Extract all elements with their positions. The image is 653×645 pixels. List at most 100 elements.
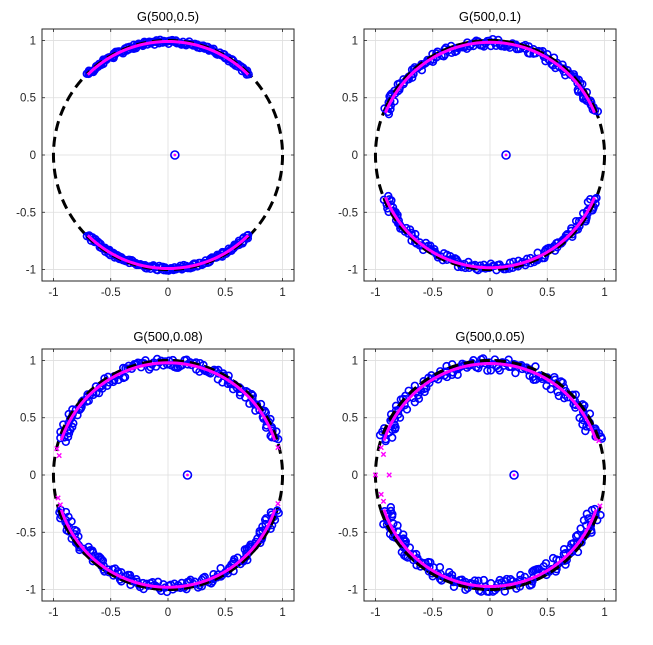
eigenvalue-point — [98, 556, 108, 565]
eigenvalue-point — [506, 575, 515, 584]
panel-g-500-0.05: -1 -0.5 0 0.5 1 -1 -0.5 0 0.5 1 G(500,0.05) — [338, 329, 617, 619]
x-tick-label: 1 — [601, 607, 607, 619]
eigenvalue-point — [500, 587, 510, 596]
eigenvalue-point — [486, 366, 496, 375]
x-tick-label: 0.5 — [217, 607, 233, 619]
outlier-cross — [275, 444, 281, 451]
panel-title: G(500,0.08) — [133, 329, 202, 344]
eigenvalue-point — [395, 413, 405, 422]
y-tick-label: -0.5 — [338, 527, 358, 539]
x-tick-label: 0.5 — [539, 287, 555, 299]
isolated-eigenvalue-center — [504, 153, 508, 157]
eigenvalue-point — [553, 387, 562, 397]
x-tick-label: 0 — [165, 287, 171, 299]
outlier-cross — [54, 445, 60, 452]
eigenvalue-point — [379, 520, 388, 529]
x-tick-label: 0 — [165, 607, 171, 619]
theoretical-curve — [382, 362, 598, 442]
y-tick-label: 0 — [30, 150, 36, 162]
theoretical-curve — [59, 361, 277, 441]
outlier-cross — [55, 495, 61, 501]
theoretical-curve — [86, 39, 250, 76]
theoretical-curve — [384, 40, 596, 114]
eigenvalue-point — [375, 430, 385, 440]
eigenvalue-point — [410, 397, 420, 407]
eigenvalue-point — [384, 109, 394, 119]
panel-g-500-0.1: -1 -0.5 0 0.5 1 -1 -0.5 0 0.5 1 G(500,0.1) — [338, 9, 617, 299]
unit-circle-overlay — [382, 38, 598, 113]
eigenvalue-point — [541, 559, 551, 568]
eigenvalue-point — [596, 510, 605, 520]
y-tick-label: 0.5 — [342, 93, 358, 105]
eigenvalue-point — [64, 429, 74, 438]
plot-area — [372, 354, 607, 597]
isolated-eigenvalue — [170, 150, 180, 160]
isolated-eigenvalue — [182, 470, 193, 480]
theoretical-curve — [382, 508, 598, 588]
eigenvalue-point — [56, 433, 65, 443]
outlier-cross — [386, 472, 392, 478]
y-tick-label: 1 — [352, 355, 358, 367]
y-tick-label: -1 — [26, 585, 36, 597]
outlier-cross — [372, 472, 379, 478]
x-tick-label: -0.5 — [101, 607, 121, 619]
outlier-cross — [596, 437, 602, 444]
plot-area — [373, 34, 607, 275]
outlier-cross — [378, 444, 384, 451]
panel-g-500-0.5: -1 -0.5 0 0.5 1 -1 -0.5 0 0.5 1 G(500,0.5) — [16, 9, 295, 299]
x-tick-label: -1 — [48, 287, 58, 299]
panel-title: G(500,0.1) — [459, 9, 521, 24]
y-tick-label: 0 — [30, 470, 36, 482]
outlier-cross — [380, 451, 387, 458]
outlier-cross — [56, 452, 62, 459]
eigenvalue-point — [483, 366, 492, 375]
y-tick-label: 1 — [30, 355, 36, 367]
theoretical-curve — [384, 196, 596, 270]
eigenvalue-point — [474, 576, 483, 586]
unit-circle-overlay — [382, 197, 598, 272]
y-tick-label: 1 — [30, 35, 36, 47]
x-tick-label: -0.5 — [423, 607, 443, 619]
isolated-eigenvalue — [501, 150, 511, 160]
panel-title: G(500,0.05) — [455, 329, 524, 344]
y-tick-label: 0.5 — [20, 93, 36, 105]
x-tick-label: -1 — [48, 607, 58, 619]
x-tick-label: -1 — [370, 287, 380, 299]
isolated-eigenvalue-center — [173, 153, 177, 157]
y-tick-label: -1 — [26, 265, 36, 277]
eigenvalue-point — [511, 368, 520, 378]
x-tick-label: -1 — [370, 607, 380, 619]
y-tick-label: 0 — [352, 470, 358, 482]
x-tick-label: 0.5 — [539, 607, 555, 619]
y-tick-label: 1 — [352, 35, 358, 47]
isolated-eigenvalue-center — [512, 473, 516, 477]
x-tick-label: 0.5 — [217, 287, 233, 299]
x-tick-label: 1 — [601, 287, 607, 299]
eigenvalue-point — [578, 420, 587, 429]
theoretical-curve — [59, 509, 277, 589]
outlier-cross — [378, 491, 384, 498]
y-tick-label: -1 — [348, 265, 358, 277]
y-tick-label: -0.5 — [16, 527, 36, 539]
theoretical-curve — [86, 234, 250, 271]
y-tick-label: -0.5 — [16, 207, 36, 219]
y-tick-label: 0.5 — [342, 413, 358, 425]
x-tick-label: -0.5 — [101, 287, 121, 299]
eigenvalue-point — [590, 195, 600, 204]
isolated-eigenvalue-center — [186, 473, 189, 477]
panel-title: G(500,0.5) — [137, 9, 199, 24]
isolated-eigenvalue — [509, 470, 519, 480]
eigenvalue-point — [453, 370, 462, 379]
outlier-cross — [597, 503, 603, 509]
eigenvalue-point — [144, 365, 154, 374]
eigenvalue-point — [581, 426, 590, 436]
eigenvalue-point — [216, 563, 225, 573]
x-tick-label: 0 — [487, 607, 493, 619]
eigenvalue-point — [125, 570, 135, 580]
outlier-cross — [380, 498, 387, 505]
plot-area — [51, 354, 285, 597]
eigenvalue-point — [516, 570, 525, 580]
x-tick-label: 0 — [487, 287, 493, 299]
y-tick-label: 0.5 — [20, 413, 36, 425]
